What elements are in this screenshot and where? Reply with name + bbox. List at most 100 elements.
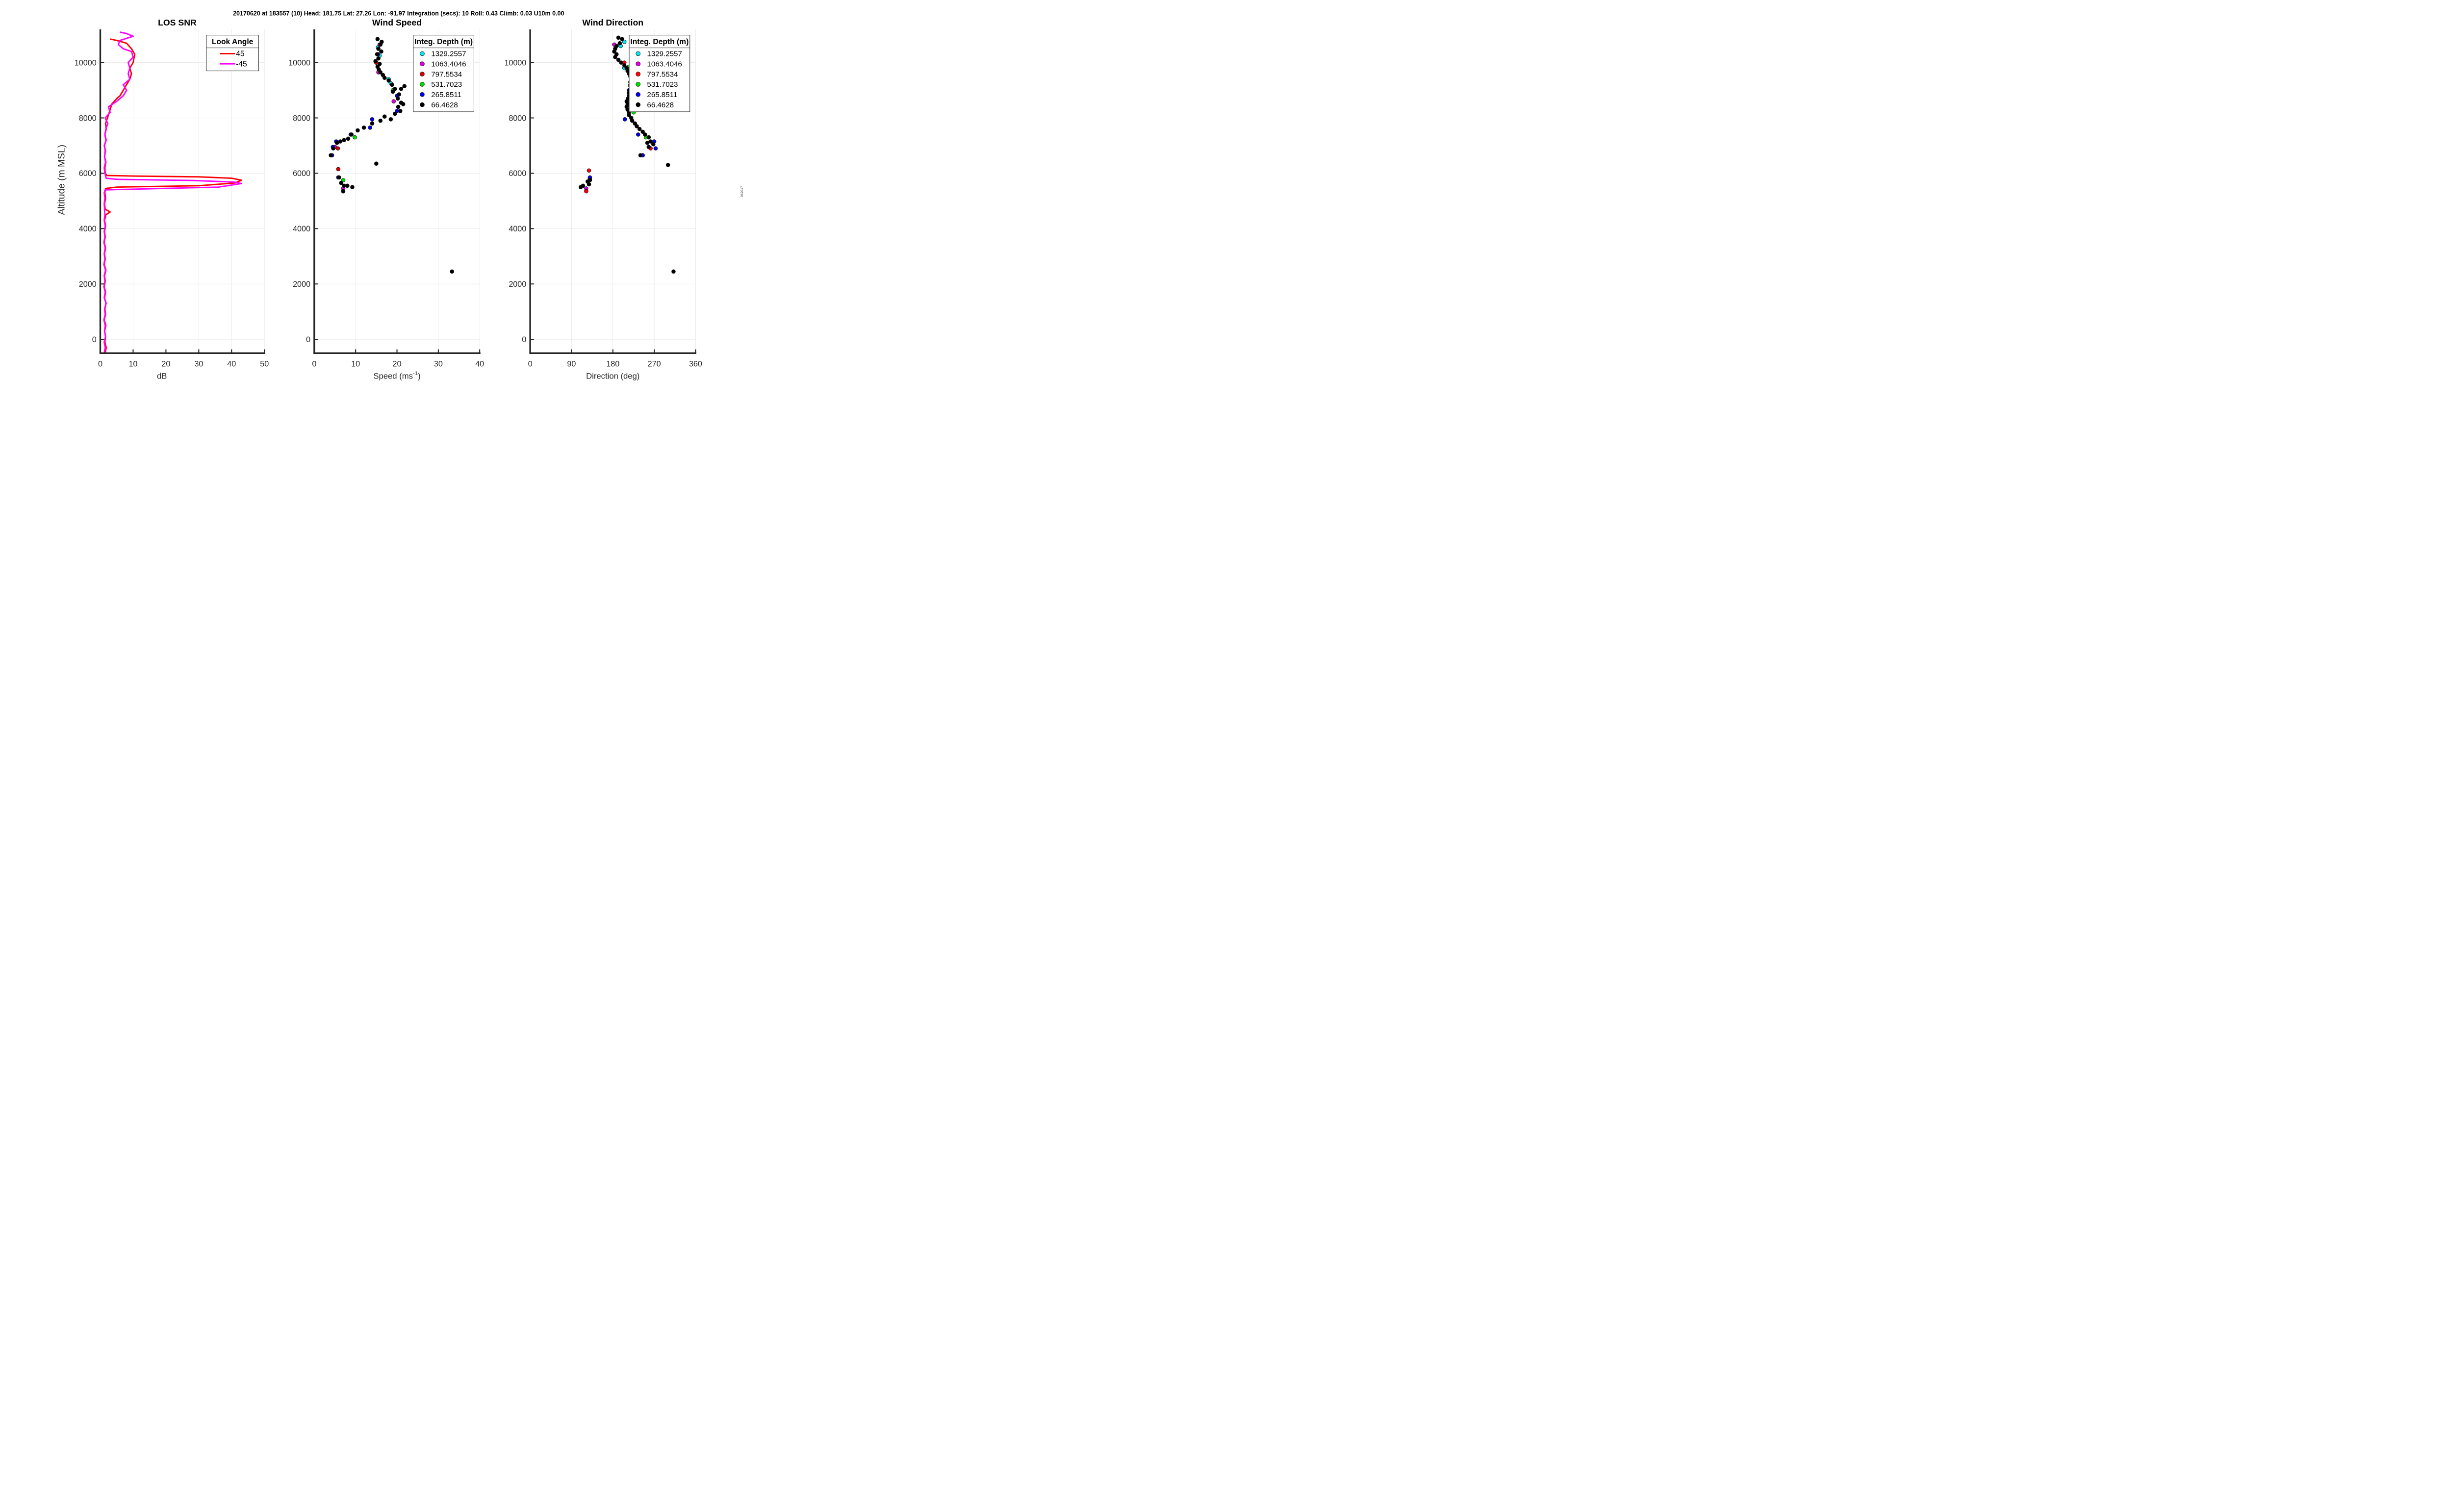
data-point (378, 118, 383, 123)
data-point (395, 96, 400, 101)
legend-entry: -45 (236, 60, 247, 68)
data-point (349, 132, 354, 137)
side-label: 062017 (741, 186, 744, 197)
data-point (339, 180, 343, 185)
y-tick-label: 6000 (293, 169, 310, 178)
plot-area (103, 31, 242, 353)
x-tick-label: 40 (475, 360, 484, 369)
data-point (643, 132, 647, 137)
y-tick-label: 8000 (509, 114, 526, 123)
chart-panel-1: 0 10 20 30 40 50 0 2000 4000 6000 8000 10000 LOS SNR… (57, 18, 269, 380)
data-point (378, 70, 383, 75)
data-point (638, 153, 643, 158)
x-tick-label: 0 (98, 360, 102, 369)
y-tick-label: 10000 (75, 58, 97, 67)
data-point (584, 189, 588, 194)
data-point (375, 52, 380, 57)
data-point (392, 86, 397, 91)
data-point (645, 141, 650, 145)
x-tick-label: 360 (689, 360, 702, 369)
data-point (342, 138, 346, 142)
data-point (346, 136, 351, 141)
legend-swatch (420, 72, 425, 76)
legend-entry: 797.5534 (431, 70, 462, 78)
data-point (587, 168, 591, 173)
data-point (613, 55, 617, 59)
legend-swatch (420, 102, 425, 107)
data-point (379, 49, 383, 54)
chart-title: Wind Speed (372, 18, 422, 27)
data-point (390, 82, 394, 87)
data-point (391, 99, 396, 103)
data-point (665, 163, 670, 167)
y-tick-label: 2000 (293, 280, 310, 289)
legend-swatch (420, 51, 425, 56)
legend-swatch (636, 92, 641, 97)
x-tick-label: 40 (227, 360, 236, 369)
figure-header: 20170620 at 183557 (10) Head: 181.75 Lat… (233, 10, 564, 17)
x-tick-label: 0 (528, 360, 533, 369)
data-point (619, 60, 623, 65)
x-axis-label: Direction (deg) (586, 371, 639, 380)
data-point (353, 135, 357, 140)
data-point (637, 126, 642, 131)
y-tick-label: 6000 (79, 169, 97, 178)
data-point (398, 109, 403, 113)
data-point (350, 185, 355, 189)
data-point (612, 49, 616, 54)
plot-area (329, 37, 454, 274)
legend-swatch (636, 61, 641, 67)
y-tick-label: 4000 (509, 225, 526, 233)
chart-panel-2: 0 10 20 30 40 0 2000 4000 6000 8000 10000 Wind Spee… (288, 18, 484, 380)
legend-entry: 265.8511 (431, 91, 461, 99)
figure: 20170620 at 183557 (10) Head: 181.75 Lat… (0, 0, 760, 394)
data-point (368, 125, 372, 130)
data-point (345, 183, 350, 188)
data-point (578, 185, 583, 189)
data-point (377, 62, 382, 66)
x-tick-label: 50 (260, 360, 269, 369)
data-point (616, 35, 621, 40)
y-tick-label: 0 (522, 335, 526, 344)
x-axis-label: Speed (ms-1) (373, 371, 420, 380)
data-point (356, 128, 360, 133)
series-line--45 (103, 31, 242, 353)
legend-entry: 797.5534 (647, 70, 678, 78)
legend: Integ. Depth (m) 1329.2557 1063.4046 797.55… (413, 35, 474, 112)
data-point (635, 124, 639, 128)
data-point (617, 41, 622, 46)
data-point (627, 113, 631, 118)
data-point (370, 121, 375, 126)
legend-title: Integ. Depth (m) (630, 38, 689, 46)
y-tick-label: 8000 (293, 114, 310, 123)
data-point (587, 182, 591, 187)
data-point (341, 189, 346, 194)
legend-entry: 1329.2557 (431, 50, 466, 58)
x-axis-label: dB (157, 371, 167, 380)
legend-entry: 1063.4046 (647, 60, 682, 68)
data-point (390, 89, 395, 94)
data-point (622, 117, 627, 122)
x-tick-label: 20 (393, 360, 402, 369)
data-point (622, 40, 627, 44)
y-tick-label: 0 (92, 335, 97, 344)
x-tick-label: 20 (161, 360, 170, 369)
legend-entry: 45 (236, 50, 245, 58)
legend-entry: 531.7023 (647, 80, 678, 89)
data-point (620, 37, 624, 41)
chart-panel-3: 0 90 180 270 360 0 2000 4000 6000 8000 10000 Wind D… (504, 18, 702, 380)
data-point (622, 63, 627, 68)
legend-entry: 1329.2557 (647, 50, 682, 58)
data-point (636, 132, 640, 137)
y-tick-label: 4000 (293, 225, 310, 233)
data-point (382, 76, 387, 80)
legend-swatch (636, 102, 641, 107)
legend-entry: 66.4628 (431, 101, 458, 109)
data-point (370, 117, 375, 122)
legend-swatch (420, 92, 425, 97)
chart-title: LOS SNR (158, 18, 197, 27)
y-axis-label: Altitude (m MSL) (57, 145, 67, 215)
data-point (374, 161, 379, 166)
x-tick-label: 30 (194, 360, 203, 369)
data-point (671, 269, 676, 274)
